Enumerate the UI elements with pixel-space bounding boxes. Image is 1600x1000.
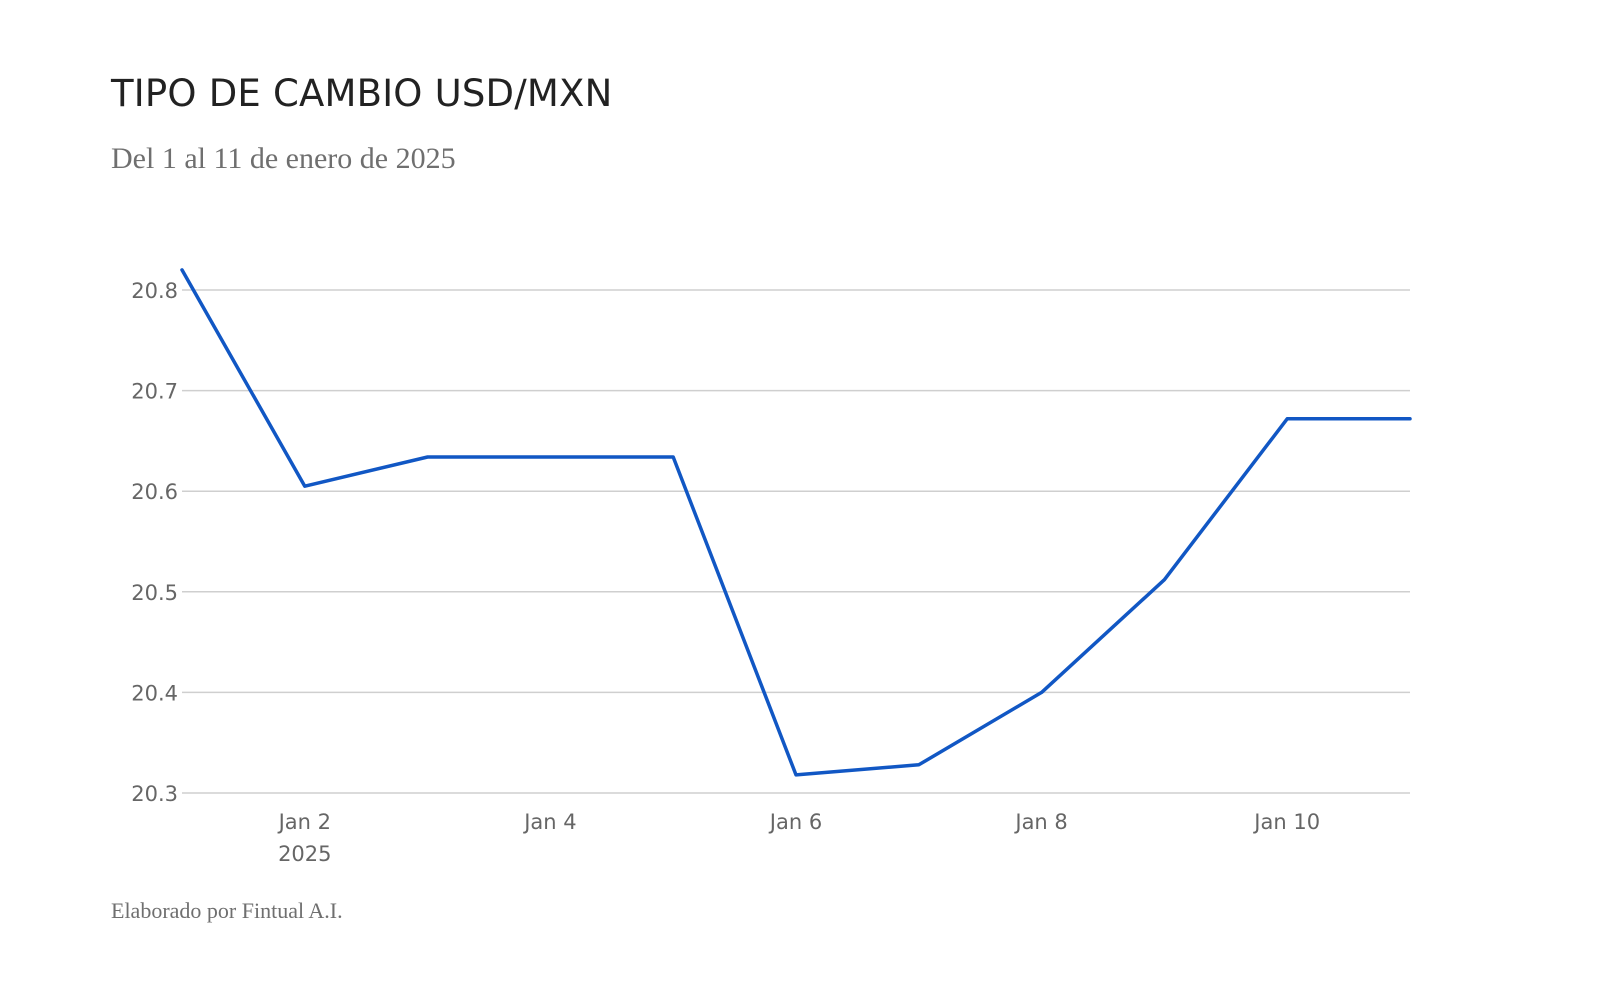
chart-subtitle: Del 1 al 11 de enero de 2025 <box>111 142 456 175</box>
y-tick-label: 20.3 <box>131 782 178 806</box>
y-tick-label: 20.5 <box>131 581 178 605</box>
x-tick-label: Jan 2 <box>277 810 331 834</box>
chart-title: TIPO DE CAMBIO USD/MXN <box>111 72 613 115</box>
x-tick-label: Jan 4 <box>522 810 576 834</box>
x-tick-label: Jan 6 <box>768 810 822 834</box>
y-tick-label: 20.7 <box>131 380 178 404</box>
gridlines <box>182 289 1410 794</box>
x-axis-ticks: Jan 2 2025 Jan 4 Jan 6 Jan 8 Jan 10 <box>277 810 1321 866</box>
x-tick-label: Jan 10 <box>1252 810 1320 834</box>
y-tick-label: 20.8 <box>131 279 178 303</box>
y-tick-label: 20.6 <box>131 480 178 504</box>
y-axis-ticks: 20.3 20.4 20.5 20.6 20.7 20.8 <box>131 279 178 806</box>
x-tick-label: Jan 8 <box>1013 810 1067 834</box>
series-layer <box>180 268 1412 777</box>
chart-credit: Elaborado por Fintual A.I. <box>111 898 343 923</box>
series-line <box>180 268 1412 777</box>
y-tick-label: 20.4 <box>131 681 178 705</box>
x-tick-sublabel: 2025 <box>278 842 331 866</box>
